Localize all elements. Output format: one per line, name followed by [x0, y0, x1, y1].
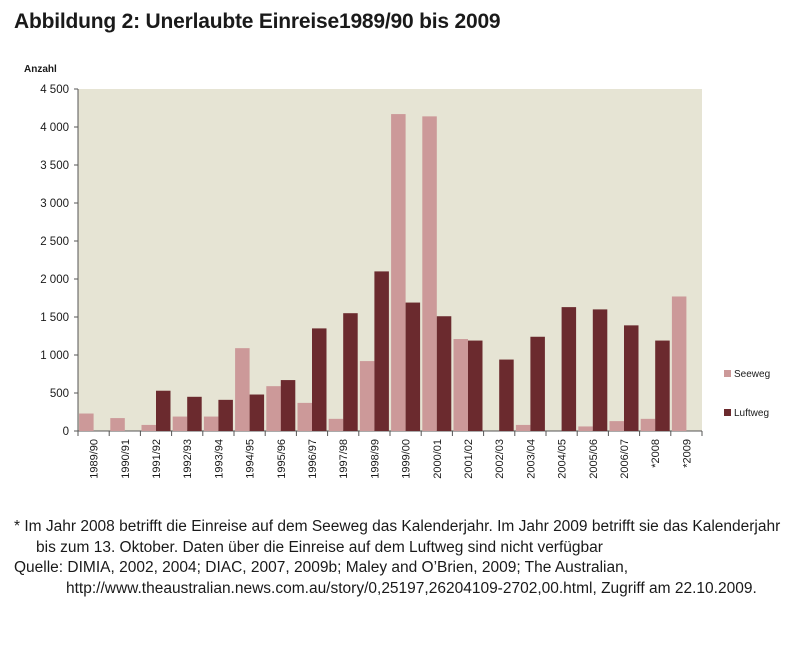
bar-seeweg: [359, 361, 375, 431]
x-tick-label: 1996/97: [307, 439, 319, 479]
bar-seeweg: [453, 339, 468, 431]
legend-swatch-luftweg: [724, 409, 731, 416]
x-tick-label: 1994/95: [245, 439, 257, 479]
x-tick-label: 2003/04: [525, 439, 537, 479]
bar-seeweg: [203, 416, 219, 431]
x-tick-label: 1991/92: [151, 439, 163, 479]
x-tick-label: 2004/05: [557, 439, 569, 479]
bar-seeweg: [297, 402, 312, 431]
x-tick-label: 1989/90: [89, 439, 101, 479]
x-tick-label: 2001/02: [463, 439, 475, 479]
bar-seeweg: [110, 418, 125, 431]
bar-luftweg: [218, 399, 233, 431]
bar-seeweg: [515, 424, 531, 431]
y-tick-label: 1 500: [40, 312, 69, 324]
y-tick-label: 3 000: [40, 198, 69, 210]
legend-swatch-seeweg: [724, 370, 731, 377]
bar-luftweg: [624, 325, 639, 431]
bar-chart: Anzahl 0 500 1 000 1 500 2 000 2 500 3 000 3 500…: [24, 64, 770, 479]
footnotes: * Im Jahr 2008 betrifft die Einreise auf…: [14, 517, 784, 599]
bar-luftweg: [499, 359, 514, 431]
bar-luftweg: [343, 313, 358, 431]
y-tick-label: 2 500: [40, 236, 69, 248]
bar-seeweg: [609, 421, 624, 431]
footnote-source: Quelle: DIMIA, 2002, 2004; DIAC, 2007, 2…: [14, 559, 757, 597]
y-tick-label: 500: [50, 388, 69, 400]
x-tick-label: 2000/01: [432, 439, 444, 479]
bar-luftweg: [436, 316, 452, 431]
bar-luftweg: [405, 302, 421, 431]
bar-seeweg: [640, 418, 656, 431]
x-tick-label: 1993/94: [213, 439, 225, 479]
x-tick-label: 2002/03: [494, 439, 506, 479]
x-tick-label: 1992/93: [182, 439, 194, 479]
y-tick-label: 3 500: [40, 160, 69, 172]
y-tick-label: 0: [63, 426, 69, 438]
bar-luftweg: [156, 390, 171, 431]
bar-luftweg: [530, 336, 545, 431]
bar-seeweg: [578, 426, 593, 431]
bar-seeweg: [172, 416, 188, 431]
x-tick-label: *2009: [681, 439, 693, 468]
legend-label-seeweg: Seeweg: [734, 369, 770, 380]
bar-luftweg: [561, 307, 577, 431]
y-tick-label: 4 500: [40, 84, 69, 96]
bar-seeweg: [79, 413, 94, 431]
y-tick-label: 1 000: [40, 350, 69, 362]
bar-seeweg: [422, 116, 437, 432]
bar-seeweg: [235, 348, 250, 431]
bar-seeweg: [141, 424, 156, 431]
bar-seeweg: [671, 296, 687, 431]
bar-luftweg: [468, 340, 483, 431]
bar-seeweg: [266, 386, 281, 431]
footnote-note: * Im Jahr 2008 betrifft die Einreise auf…: [14, 518, 781, 556]
legend-label-luftweg: Luftweg: [734, 408, 769, 419]
bar-seeweg: [391, 114, 406, 431]
y-axis-label: Anzahl: [24, 64, 57, 75]
x-tick-label: 2005/06: [588, 439, 600, 479]
bar-luftweg: [249, 394, 265, 431]
x-tick-label: 2006/07: [619, 439, 631, 479]
plot-area: [78, 89, 702, 431]
bar-luftweg: [374, 271, 389, 431]
x-tick-label: 1998/99: [369, 439, 381, 479]
x-tick-label: 1997/98: [338, 439, 350, 479]
figure-title: Abbildung 2: Unerlaubte Einreise1989/90 …: [14, 10, 501, 33]
x-tick-label: 1995/96: [276, 439, 288, 479]
y-tick-label: 2 000: [40, 274, 69, 286]
bar-luftweg: [312, 328, 327, 431]
bar-luftweg: [280, 380, 296, 431]
bar-seeweg: [328, 418, 344, 431]
bar-luftweg: [592, 309, 608, 431]
bar-luftweg: [187, 396, 202, 431]
x-tick-label: 1990/91: [120, 439, 132, 479]
bar-luftweg: [655, 340, 670, 431]
y-tick-label: 4 000: [40, 122, 69, 134]
x-tick-label: *2008: [650, 439, 662, 468]
x-tick-label: 1999/00: [401, 439, 413, 479]
